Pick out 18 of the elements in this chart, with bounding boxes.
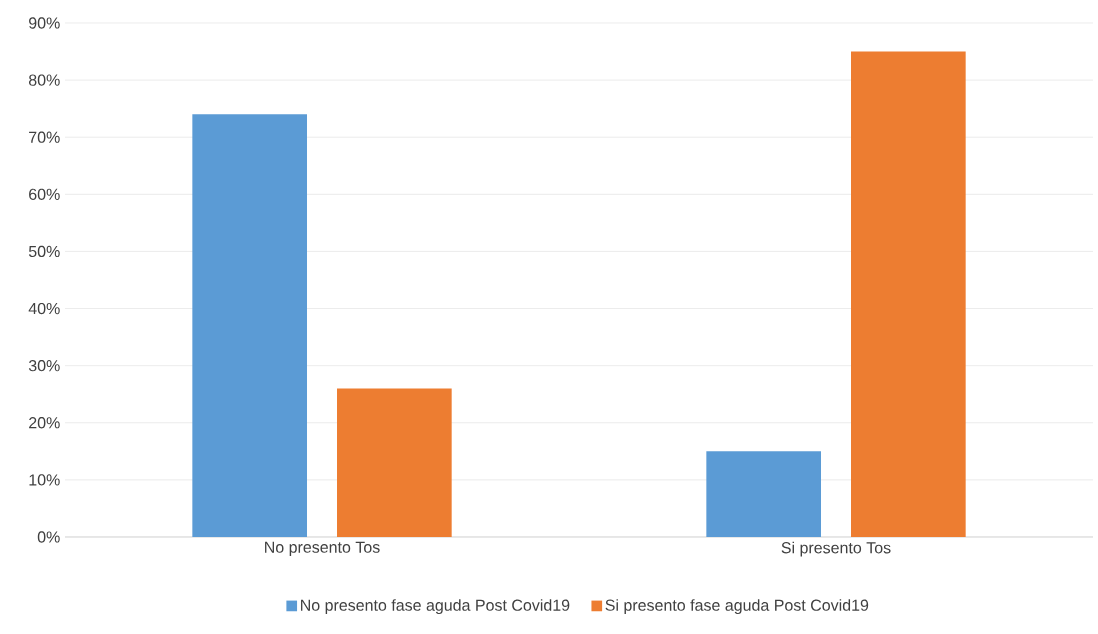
y-tick-label: 10% xyxy=(29,474,60,486)
x-tick-label: Si presento Tos xyxy=(781,541,891,557)
bar xyxy=(706,451,822,537)
bar xyxy=(337,388,452,537)
legend-label: Si presento fase aguda Post Covid19 xyxy=(605,599,869,615)
y-tick-label: 70% xyxy=(29,131,60,143)
y-tick-label: 60% xyxy=(29,188,60,200)
legend-label: No presento fase aguda Post Covid19 xyxy=(301,599,570,615)
y-tick-label: 0% xyxy=(37,531,60,543)
y-tick-label: 80% xyxy=(28,74,60,86)
x-tick-label: No presento Tos xyxy=(265,541,380,557)
bar xyxy=(851,51,966,537)
y-tick-label: 50% xyxy=(28,245,60,258)
y-tick-label: 90% xyxy=(29,17,60,29)
y-tick-label: 40% xyxy=(28,302,60,315)
y-tick-label: 20% xyxy=(29,417,60,429)
bar xyxy=(192,114,308,537)
y-tick-label: 30% xyxy=(28,360,60,372)
